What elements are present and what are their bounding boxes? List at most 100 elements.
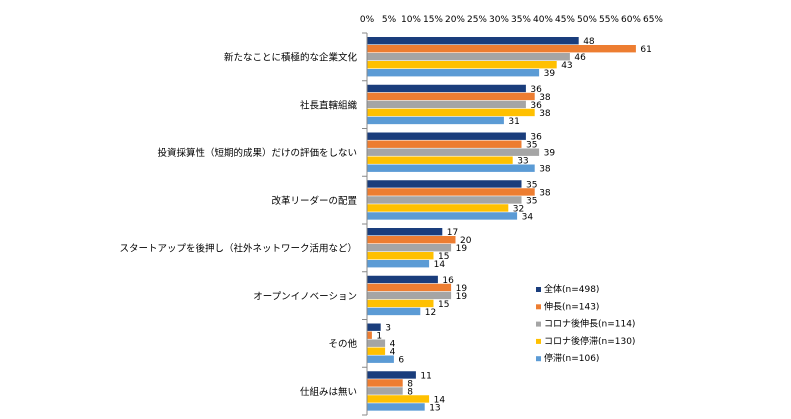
bar bbox=[367, 61, 557, 69]
x-tick-label: 65% bbox=[643, 15, 663, 25]
bar bbox=[367, 387, 403, 395]
legend-swatch bbox=[536, 287, 541, 292]
bar bbox=[367, 148, 540, 156]
bar bbox=[367, 260, 430, 268]
data-label: 38 bbox=[539, 188, 551, 198]
x-tick-label: 25% bbox=[467, 15, 487, 25]
data-label: 39 bbox=[544, 69, 556, 79]
bars bbox=[367, 37, 636, 411]
bar bbox=[367, 108, 535, 117]
x-tick-labels: 0% 5% 10% 15% 20% 25% 30% 35% 40% 45% 50% 55% 60% 65% bbox=[360, 15, 664, 25]
bar bbox=[367, 196, 522, 204]
data-label: 3 bbox=[385, 324, 391, 334]
legend-swatch bbox=[536, 356, 541, 362]
data-label: 11 bbox=[420, 371, 431, 381]
data-label: 38 bbox=[539, 165, 551, 175]
data-label: 20 bbox=[460, 236, 472, 246]
category-label: 投資採算性（短期的成果）だけの評価をしない bbox=[157, 147, 357, 159]
bar bbox=[367, 132, 526, 140]
data-label: 61 bbox=[640, 45, 651, 55]
category-labels: 新たなことに積極的な企業文化社長直轄組織投資採算性（短期的成果）だけの評価をしな… bbox=[119, 52, 357, 398]
bar bbox=[367, 395, 430, 403]
bar bbox=[367, 69, 540, 77]
data-label: 14 bbox=[434, 260, 446, 270]
data-label: 17 bbox=[447, 228, 458, 238]
bar bbox=[367, 403, 425, 411]
data-label: 12 bbox=[425, 308, 436, 318]
legend-entry: コロナ後停滞(n=130) bbox=[544, 335, 635, 347]
data-label: 35 bbox=[526, 141, 537, 151]
data-label: 36 bbox=[530, 133, 542, 143]
data-label: 36 bbox=[530, 101, 542, 111]
bar bbox=[367, 291, 452, 300]
x-tick-label: 40% bbox=[533, 15, 553, 25]
bar bbox=[367, 140, 522, 148]
legend-swatch bbox=[536, 304, 541, 310]
bar bbox=[367, 37, 579, 45]
x-tick-label: 5% bbox=[382, 15, 397, 25]
data-label: 38 bbox=[539, 93, 551, 103]
data-label: 15 bbox=[438, 252, 449, 262]
category-label: 改革リーダーの配置 bbox=[271, 195, 357, 207]
bar bbox=[367, 331, 372, 339]
data-label: 38 bbox=[539, 109, 551, 119]
bar bbox=[367, 180, 522, 188]
data-label: 48 bbox=[583, 37, 595, 47]
data-label: 33 bbox=[517, 157, 528, 167]
category-label: その他 bbox=[328, 338, 357, 350]
x-tick-label: 45% bbox=[555, 15, 575, 25]
data-label: 19 bbox=[456, 244, 468, 254]
legend: 全体(n=498) 伸長(n=143) コロナ後伸長(n=114) コロナ後停滞(n=… bbox=[536, 283, 635, 364]
bar bbox=[367, 92, 535, 101]
data-label: 32 bbox=[513, 204, 524, 214]
legend-swatch bbox=[536, 338, 541, 344]
bar bbox=[367, 164, 535, 172]
bar bbox=[367, 204, 509, 212]
bar bbox=[367, 228, 443, 236]
bar bbox=[367, 252, 434, 260]
data-label: 13 bbox=[429, 403, 440, 413]
x-tick-label: 10% bbox=[401, 15, 421, 25]
bar bbox=[367, 244, 452, 252]
data-label: 35 bbox=[526, 196, 537, 206]
bar bbox=[367, 100, 526, 109]
data-label: 6 bbox=[398, 356, 404, 366]
bar bbox=[367, 53, 570, 61]
data-labels: 4861464339363836383136353933383538353234… bbox=[376, 37, 651, 413]
bar bbox=[367, 283, 452, 292]
bar bbox=[367, 347, 386, 355]
category-label: 新たなことに積極的な企業文化 bbox=[224, 52, 358, 64]
data-label: 16 bbox=[442, 276, 454, 286]
x-tick-label: 55% bbox=[599, 15, 619, 25]
bar bbox=[367, 156, 513, 164]
data-label: 43 bbox=[561, 61, 572, 71]
bar bbox=[367, 355, 394, 363]
legend-entry: 停滞(n=106) bbox=[544, 352, 599, 364]
legend-entry: 伸長(n=143) bbox=[544, 300, 599, 312]
category-label: 社長直轄組織 bbox=[300, 99, 358, 111]
bar bbox=[367, 236, 456, 244]
data-label: 4 bbox=[390, 340, 396, 350]
data-label: 1 bbox=[376, 332, 382, 342]
bar bbox=[367, 116, 504, 125]
bar bbox=[367, 323, 381, 331]
data-label: 4 bbox=[390, 348, 396, 358]
x-tick-label: 20% bbox=[445, 15, 465, 25]
bar bbox=[367, 275, 438, 284]
x-tick-label: 0% bbox=[360, 15, 375, 25]
x-tick-label: 35% bbox=[511, 15, 531, 25]
legend-entry: 全体(n=498) bbox=[544, 283, 599, 295]
bar bbox=[367, 307, 421, 316]
x-tick-label: 50% bbox=[577, 15, 597, 25]
x-tick-label: 30% bbox=[489, 15, 509, 25]
data-label: 19 bbox=[456, 284, 468, 294]
bar bbox=[367, 212, 518, 220]
data-label: 31 bbox=[508, 117, 519, 127]
axes bbox=[362, 32, 368, 416]
data-label: 35 bbox=[526, 180, 537, 190]
legend-entry: コロナ後伸長(n=114) bbox=[544, 318, 635, 330]
bar bbox=[367, 45, 636, 53]
category-label: 仕組みは無い bbox=[300, 386, 357, 398]
data-label: 15 bbox=[438, 300, 449, 310]
